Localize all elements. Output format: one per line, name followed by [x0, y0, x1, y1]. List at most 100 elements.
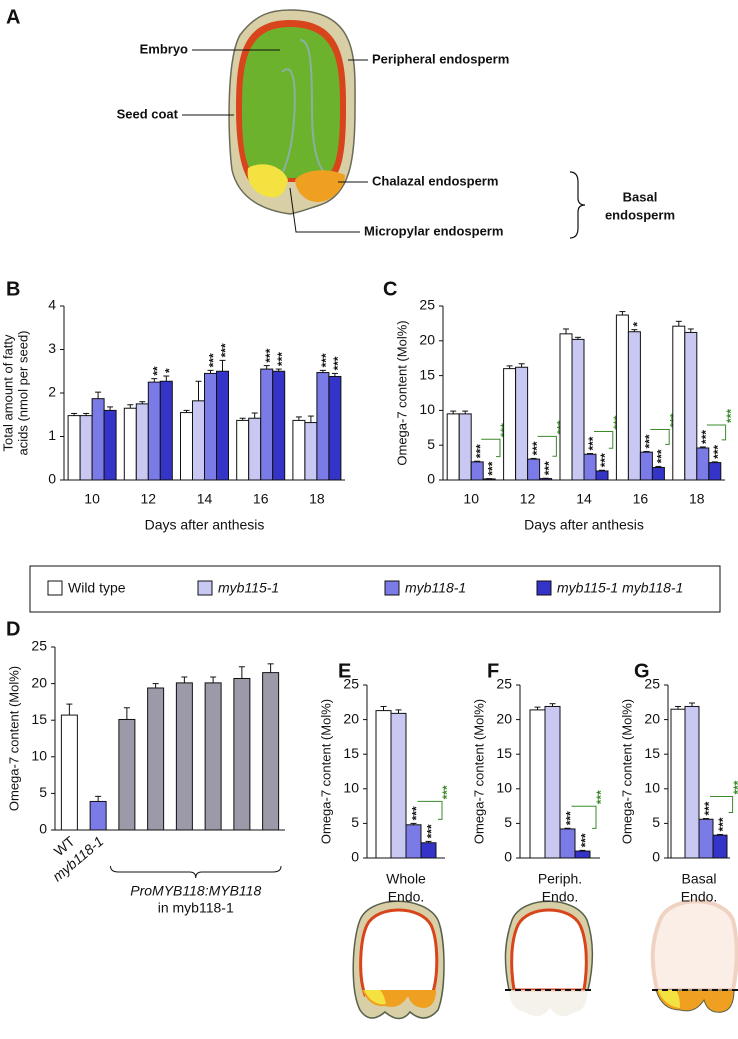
bar [248, 417, 262, 481]
panel-label: E [338, 660, 351, 682]
significance: *** [275, 352, 289, 366]
bar [91, 398, 105, 481]
legend-swatch [536, 580, 552, 596]
y-tick-label: 5 [504, 814, 512, 830]
significance: *** [530, 441, 544, 455]
bar [544, 705, 561, 859]
y-tick-label: 25 [31, 638, 47, 654]
bar [175, 682, 193, 831]
x-tick-label: 12 [141, 491, 157, 507]
seed-sketch [650, 899, 738, 1013]
x-tick-label: 18 [309, 491, 325, 507]
legend-swatch [47, 580, 63, 596]
comparison-label: *** [724, 409, 738, 423]
y-tick-label: 25 [343, 676, 359, 692]
x-tick-label: 10 [84, 491, 100, 507]
bar [627, 331, 641, 481]
bar [615, 314, 629, 481]
y-axis-label: Omega-7 content (Mol%) [6, 666, 21, 811]
x-axis-label: Days after anthesis [524, 517, 644, 533]
comparison-bracket [537, 435, 557, 457]
x-axis-label: Whole [386, 871, 426, 887]
bar [684, 331, 698, 481]
bar [482, 478, 496, 481]
y-axis-label: acids (nmol per seed) [15, 331, 30, 456]
y-tick-label: 15 [644, 745, 660, 761]
y-tick-label: 5 [351, 814, 359, 830]
diagram-label: Peripheral endosperm [372, 51, 509, 66]
bar [446, 413, 460, 481]
y-tick-label: 0 [351, 849, 359, 865]
bar [708, 462, 722, 481]
y-tick-label: 20 [31, 674, 47, 690]
y-tick-label: 15 [419, 366, 435, 382]
bar [571, 338, 585, 481]
bar [147, 381, 161, 481]
bar [103, 409, 117, 481]
group-label: ProMYB118:MYB118 [130, 883, 261, 899]
bar [260, 368, 274, 481]
x-tick-label: 14 [197, 491, 213, 507]
bar [272, 370, 286, 481]
y-tick-label: 0 [504, 849, 512, 865]
legend-label: Wild type [68, 580, 126, 596]
significance: *** [699, 430, 713, 444]
y-tick-label: 10 [343, 780, 359, 796]
bar [233, 677, 251, 831]
y-tick-label: 10 [644, 780, 660, 796]
diagram-label: Micropylar endosperm [364, 223, 503, 238]
x-axis-label: Endo. [681, 889, 718, 905]
bar [159, 380, 173, 481]
legend-box [29, 565, 721, 613]
x-axis-label: Endo. [542, 889, 579, 905]
bar [204, 372, 217, 481]
bar [147, 687, 165, 831]
bar [118, 718, 136, 831]
significance: * [162, 368, 176, 373]
y-tick-label: 10 [419, 401, 435, 417]
x-tick-label: 12 [520, 491, 536, 507]
significance: *** [643, 434, 657, 448]
seed-sketch [504, 900, 595, 1017]
significance: *** [331, 356, 345, 370]
y-tick-label: 15 [343, 745, 359, 761]
significance: *** [207, 353, 221, 367]
y-tick-label: 20 [496, 710, 512, 726]
comparison-label: *** [594, 790, 608, 804]
bar [458, 413, 472, 481]
y-tick-label: 2 [48, 384, 56, 400]
bar [684, 705, 700, 859]
bar [672, 325, 686, 481]
bar [328, 375, 342, 481]
significance: *** [598, 453, 612, 467]
bar [639, 451, 653, 481]
y-axis-label: Omega-7 content (Mol%) [394, 320, 409, 465]
significance: *** [564, 811, 578, 825]
bar [135, 403, 149, 481]
bar [595, 470, 609, 481]
significance: *** [319, 353, 333, 367]
bar [698, 818, 714, 859]
legend-label: myb118-1 [405, 580, 466, 596]
significance: *** [263, 348, 277, 362]
y-tick-label: 1 [48, 427, 56, 443]
bar [304, 422, 318, 481]
panel-label: D [6, 618, 20, 640]
bar [390, 712, 407, 859]
significance: *** [410, 806, 424, 820]
comparison-bracket [481, 438, 501, 458]
comparison-bracket [706, 424, 727, 441]
y-tick-label: 20 [644, 710, 660, 726]
comparison-bracket [571, 805, 597, 829]
bar [67, 415, 81, 481]
legend-label: myb115-1 myb118-1 [557, 580, 683, 596]
y-axis-label: Omega-7 content (Mol%) [471, 699, 486, 844]
significance: *** [219, 343, 233, 357]
legend-label: myb115-1 [218, 580, 279, 596]
significance: *** [586, 436, 600, 450]
comparison-bracket [417, 800, 443, 820]
bar [527, 458, 541, 481]
bar [583, 453, 597, 481]
y-tick-label: 20 [343, 710, 359, 726]
bar [60, 714, 78, 831]
